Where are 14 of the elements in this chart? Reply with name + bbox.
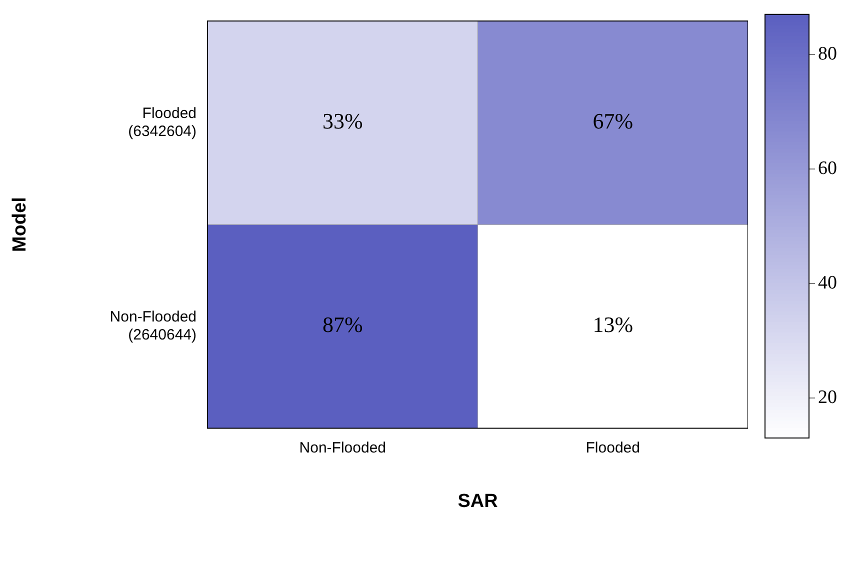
color-bar-label: 80 — [818, 43, 837, 64]
x-tick-label: Flooded — [586, 439, 640, 456]
color-bar-label: 40 — [818, 272, 837, 294]
y-axis-title: Model — [10, 197, 31, 252]
data-label: 13% — [592, 312, 634, 338]
y-tick-label: Non-Flooded (2640644) — [110, 308, 197, 344]
color-bar-label: 60 — [818, 158, 837, 179]
x-axis-title: SAR — [458, 490, 498, 512]
data-label: 67% — [592, 108, 634, 134]
data-label: 87% — [322, 312, 363, 338]
y-tick-label: Flooded (6342604) — [128, 104, 197, 140]
color-bar-label: 20 — [818, 386, 837, 408]
data-label: 33% — [322, 108, 363, 134]
x-tick-label: Non-Flooded — [299, 439, 386, 456]
